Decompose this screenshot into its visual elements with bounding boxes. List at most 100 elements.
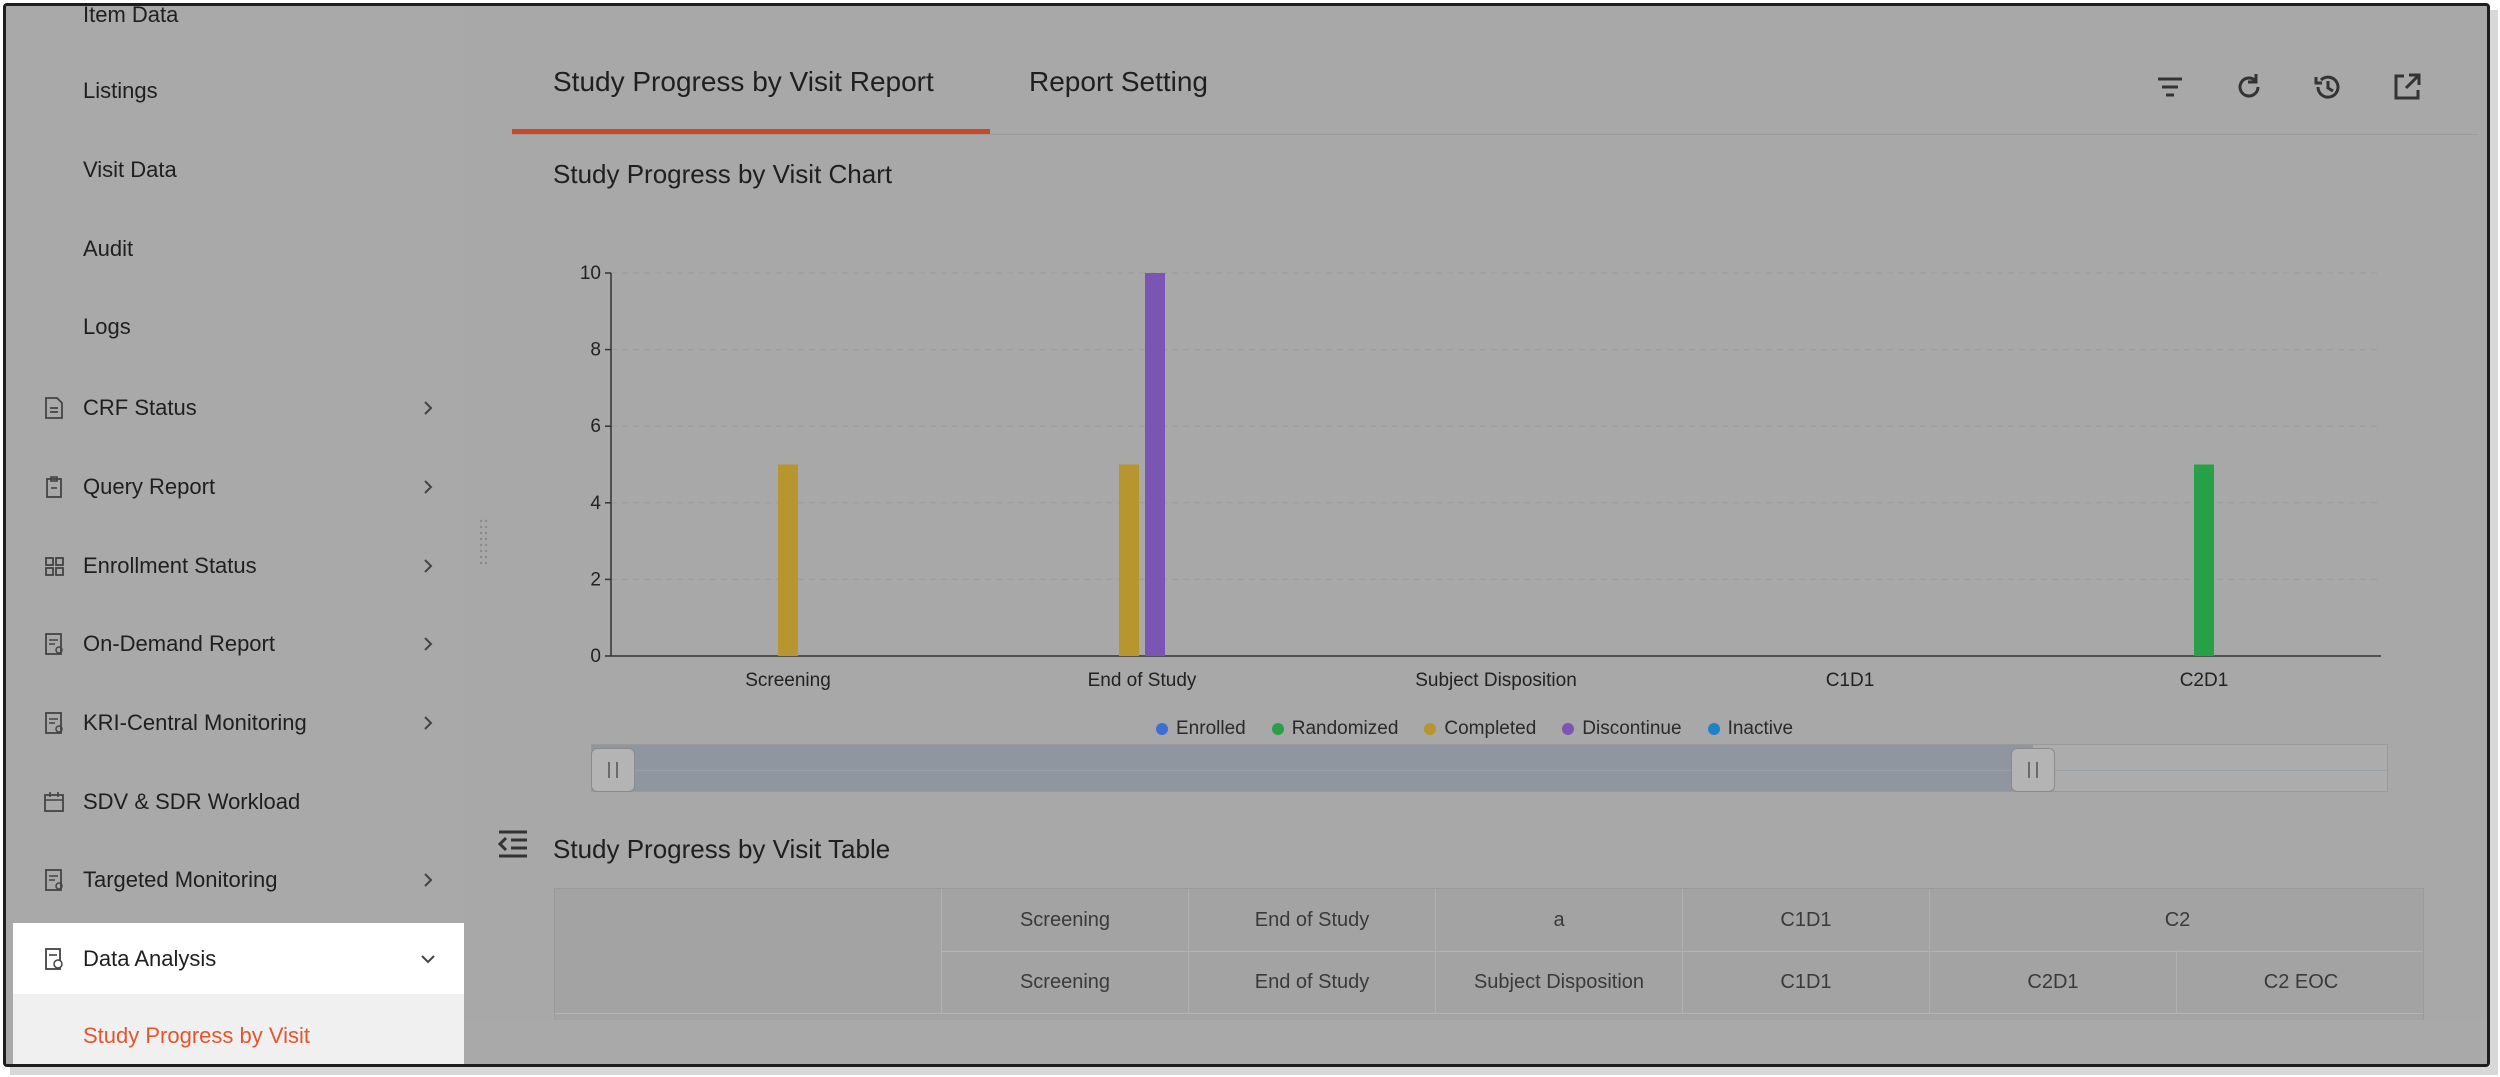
zoom-handle-left[interactable] (591, 748, 635, 792)
sidebar-item-sdv-sdr-workload[interactable]: SDV & SDR Workload (6, 766, 464, 838)
history-icon[interactable] (2310, 69, 2346, 105)
report-icon (45, 712, 63, 734)
bar-completed (1119, 464, 1139, 656)
sidebar-item-label: KRI-Central Monitoring (83, 710, 307, 735)
chevron-right-icon (424, 716, 433, 730)
legend-label: Randomized (1291, 718, 1399, 739)
resize-handle[interactable] (479, 518, 489, 570)
filter-icon[interactable] (2152, 69, 2188, 105)
zoom-selected-range (592, 745, 2033, 791)
chart-section-title: Study Progress by Visit Chart (553, 159, 893, 189)
table-header-cell: Subject Disposition (1435, 951, 1682, 1013)
zoom-handle-right[interactable] (2011, 748, 2055, 792)
legend-dot (1271, 723, 1284, 735)
sidebar-item-label: SDV & SDR Workload (83, 789, 301, 814)
sidebar-item-label: Data Analysis (83, 946, 217, 971)
table-header-cell: C2 (1929, 889, 2423, 951)
table-header-cell: C1D1 (1682, 889, 1929, 951)
sidebar-item-label: On-Demand Report (83, 631, 275, 656)
legend-item[interactable]: Inactive (1707, 718, 1794, 740)
x-tick-label: Subject Disposition (1415, 670, 1577, 691)
legend-label: Discontinue (1582, 718, 1682, 739)
table-divider (555, 1013, 2423, 1014)
legend-label: Enrolled (1176, 718, 1246, 739)
sidebar-item-crf-status[interactable]: CRF Status (6, 372, 464, 444)
analysis-icon (45, 948, 63, 970)
bar-completed (778, 464, 798, 656)
sidebar-subitem-logs[interactable]: Logs (83, 314, 131, 339)
sidebar-item-label: Query Report (83, 474, 216, 499)
open-external-icon[interactable] (2389, 69, 2425, 105)
chevron-right-icon (424, 873, 433, 887)
refresh-icon[interactable] (2231, 69, 2267, 105)
table-header-cell: C1D1 (1682, 951, 1929, 1013)
bar-discontinue (1145, 273, 1165, 656)
sidebar-item-on-demand-report[interactable]: On-Demand Report (6, 608, 464, 680)
sidebar-subitem-listings[interactable]: Listings (83, 78, 158, 103)
sidebar-item-label: Enrollment Status (83, 553, 257, 578)
tab-bar: Study Progress by Visit Report Report Se… (512, 31, 2478, 135)
zoom-track-line (592, 770, 2389, 771)
sidebar-item-query-report[interactable]: Query Report (6, 451, 464, 523)
y-tick-label: 8 (590, 340, 601, 361)
legend-item[interactable]: Randomized (1271, 718, 1399, 740)
sidebar-item-enrollment-status[interactable]: Enrollment Status (6, 530, 464, 602)
report-panel: Study Progress by Visit Report Report Se… (512, 31, 2478, 1045)
calendar-icon (44, 792, 64, 812)
x-tick-label: Screening (745, 670, 831, 691)
y-tick-label: 0 (590, 646, 601, 667)
report-icon (45, 869, 63, 891)
chevron-right-icon (424, 637, 433, 651)
sidebar-item-label: CRF Status (83, 395, 197, 420)
y-tick-label: 10 (580, 263, 601, 284)
chevron-right-icon (424, 480, 433, 494)
table-header-cell: C2D1 (1929, 951, 2176, 1013)
clipboard-icon (46, 476, 62, 498)
chevron-down-icon (421, 955, 435, 964)
bar-randomized (2194, 464, 2214, 656)
table-header-cell: C2 EOC (2176, 951, 2423, 1013)
active-tab-indicator (512, 129, 990, 134)
sidebar: Item Data Listings Visit Data Audit Logs… (6, 3, 464, 1064)
collapse-panel-icon[interactable] (497, 828, 529, 860)
x-tick-label: End of Study (1088, 670, 1197, 691)
sidebar-subitem-visit-data[interactable]: Visit Data (83, 157, 177, 182)
legend-dot (1156, 723, 1168, 735)
tab-study-progress-report[interactable]: Study Progress by Visit Report (553, 66, 934, 97)
report-icon (45, 633, 63, 655)
sidebar-subitem-audit[interactable]: Audit (83, 236, 134, 261)
legend-label: Completed (1444, 718, 1537, 739)
legend-dot (1707, 723, 1720, 735)
sidebar-subitem-item-data[interactable]: Item Data (83, 3, 179, 27)
y-tick-label: 2 (590, 569, 601, 590)
y-tick-label: 4 (590, 493, 601, 514)
legend-label: Inactive (1727, 718, 1794, 739)
tab-report-setting[interactable]: Report Setting (1029, 66, 1208, 97)
chart-zoom-slider[interactable] (591, 744, 2389, 792)
legend-dot (1424, 723, 1437, 735)
study-progress-table: Screening End of Study a C1D1 C2 Screeni… (554, 888, 2424, 1038)
x-tick-label: C2D1 (2180, 670, 2229, 691)
app-window: Item Data Listings Visit Data Audit Logs… (3, 3, 2490, 1067)
bottom-area (464, 1020, 2487, 1064)
sidebar-item-targeted-monitoring[interactable]: Targeted Monitoring (6, 844, 464, 916)
legend-item[interactable]: Completed (1424, 718, 1536, 740)
sidebar-item-data-analysis[interactable]: Data Analysis (13, 923, 464, 995)
chevron-right-icon (424, 559, 433, 573)
y-tick-label: 6 (590, 416, 601, 437)
legend-item[interactable]: Enrolled (1156, 718, 1246, 740)
sidebar-item-kri-central-monitoring[interactable]: KRI-Central Monitoring (6, 687, 464, 759)
table-header-cell: a (1435, 889, 1682, 951)
table-header-cell: End of Study (1188, 951, 1435, 1013)
sidebar-subitem-selected-bg (13, 994, 464, 1064)
table-header-cell: Screening (941, 889, 1188, 951)
table-section-title: Study Progress by Visit Table (553, 834, 891, 864)
window-shadow (10, 1067, 2498, 1075)
bar-chart: 0 2 4 6 8 10 Screening End of Study Subject Disp… (580, 263, 2381, 691)
sidebar-subitem-study-progress-by-visit[interactable]: Study Progress by Visit (83, 1023, 311, 1048)
chart-legend: Enrolled Randomized Completed Discontinue In… (1156, 718, 1793, 740)
window-shadow (2490, 10, 2498, 1070)
table-header-cell: End of Study (1188, 889, 1435, 951)
legend-item[interactable]: Discontinue (1562, 718, 1682, 740)
